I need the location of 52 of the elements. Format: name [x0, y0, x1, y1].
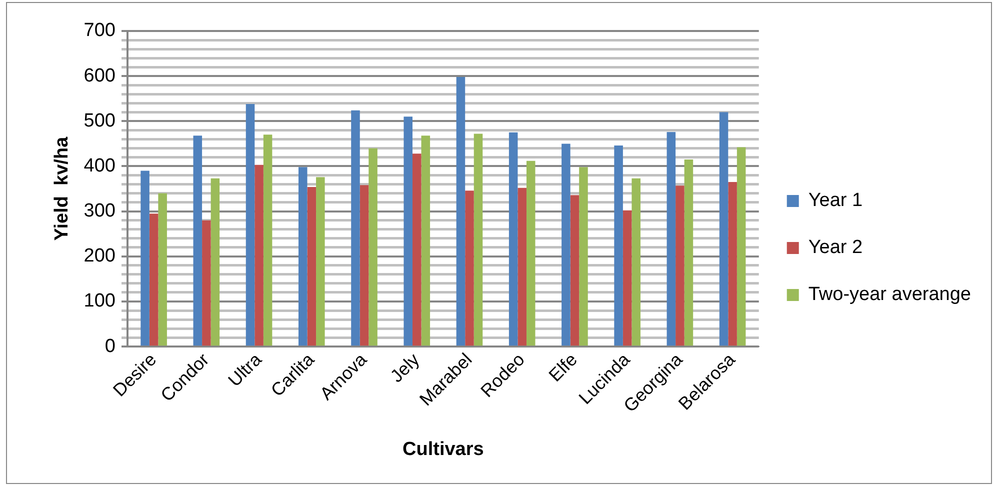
bar: [456, 76, 466, 346]
y-tick-label: 200: [84, 246, 116, 267]
legend-label: Year 1: [808, 190, 863, 212]
bar: [254, 164, 264, 346]
bar: [508, 132, 518, 346]
y-tick-label: 500: [84, 110, 116, 132]
bar: [465, 190, 474, 346]
bar: [149, 214, 158, 346]
bar: [632, 178, 640, 346]
y-tick-label: 400: [84, 155, 116, 176]
bar: [421, 136, 430, 346]
x-axis-title: Cultivars: [402, 438, 484, 460]
y-tick-label: 0: [104, 336, 116, 357]
legend-label: Year 2: [808, 237, 863, 258]
bar: [360, 185, 369, 346]
y-tick-label: 600: [84, 65, 116, 86]
bar: [412, 154, 422, 346]
bar: [684, 159, 694, 346]
bar: [676, 186, 684, 346]
bar: [140, 170, 150, 346]
bar: [263, 134, 272, 346]
bar: [246, 104, 255, 346]
bar: [719, 112, 728, 346]
x-tick-label: Elfe: [544, 349, 582, 386]
bar: [298, 167, 308, 346]
bar: [404, 116, 412, 346]
bar: [526, 160, 536, 346]
bar: [562, 144, 570, 346]
bar: [579, 167, 588, 346]
y-tick-label: 100: [84, 290, 116, 312]
bar: [210, 178, 220, 346]
y-tick-label: 300: [84, 200, 116, 222]
bar: [614, 146, 623, 346]
bar: [728, 182, 737, 346]
bar: [351, 110, 360, 346]
bar: [666, 132, 676, 346]
bar: [736, 147, 746, 346]
bar: [307, 186, 316, 346]
y-axis-title: Yield kv/ha: [52, 136, 73, 241]
bar: [622, 210, 632, 346]
y-tick-label: 700: [84, 20, 116, 42]
bar: [368, 148, 378, 346]
bar: [158, 193, 167, 346]
bar: [474, 134, 483, 346]
x-tick-label: Jely: [386, 349, 424, 386]
bar: [193, 136, 202, 346]
bar: [316, 177, 325, 346]
bar: [202, 220, 211, 346]
x-tick-label: Ultra: [224, 348, 266, 390]
bar: [570, 195, 580, 346]
legend-label: Two-year averange: [808, 284, 972, 306]
bar: [518, 188, 526, 346]
